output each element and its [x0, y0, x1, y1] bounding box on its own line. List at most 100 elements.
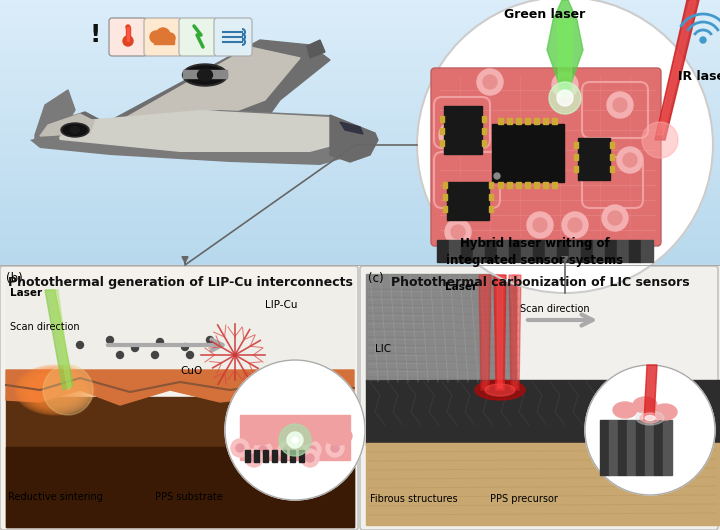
Bar — [366, 274, 516, 382]
Bar — [290, 450, 295, 462]
Bar — [449, 240, 461, 262]
Bar — [507, 182, 512, 188]
Circle shape — [245, 449, 263, 467]
Ellipse shape — [33, 377, 77, 403]
Text: Fibrous structures: Fibrous structures — [370, 494, 458, 504]
Circle shape — [231, 439, 249, 457]
Text: Laser: Laser — [10, 288, 42, 298]
Bar — [263, 450, 268, 462]
Bar — [545, 240, 557, 262]
Circle shape — [483, 75, 497, 89]
Bar — [489, 182, 493, 188]
Bar — [240, 415, 350, 460]
Ellipse shape — [15, 365, 95, 415]
Ellipse shape — [22, 370, 88, 410]
Ellipse shape — [475, 380, 525, 400]
Polygon shape — [509, 275, 521, 390]
Circle shape — [279, 424, 311, 456]
Bar — [366, 380, 720, 445]
Text: Scan direction: Scan direction — [10, 322, 80, 332]
Bar — [557, 240, 569, 262]
Ellipse shape — [19, 368, 91, 412]
Bar — [281, 450, 286, 462]
Circle shape — [150, 31, 162, 43]
Polygon shape — [657, 0, 696, 135]
FancyBboxPatch shape — [144, 18, 182, 56]
Polygon shape — [557, 20, 573, 95]
Circle shape — [607, 92, 633, 118]
Bar — [629, 240, 641, 262]
Bar — [610, 142, 614, 148]
Bar — [641, 240, 653, 262]
Bar — [245, 450, 250, 462]
Circle shape — [287, 432, 303, 448]
Circle shape — [151, 351, 158, 358]
Polygon shape — [479, 275, 491, 390]
Bar — [492, 124, 564, 182]
Polygon shape — [340, 122, 363, 134]
Polygon shape — [512, 275, 518, 388]
Circle shape — [76, 341, 84, 349]
Polygon shape — [494, 275, 506, 390]
Bar — [154, 36, 174, 44]
Circle shape — [181, 343, 189, 350]
Bar — [543, 182, 548, 188]
Polygon shape — [50, 110, 355, 152]
Bar — [6, 397, 354, 527]
Circle shape — [549, 82, 581, 114]
Circle shape — [292, 437, 298, 443]
Bar — [507, 118, 512, 124]
Ellipse shape — [185, 66, 225, 84]
Polygon shape — [644, 365, 657, 420]
Circle shape — [278, 441, 296, 459]
Ellipse shape — [282, 421, 318, 445]
Bar — [552, 118, 557, 124]
Bar — [521, 240, 533, 262]
Circle shape — [107, 337, 114, 343]
Circle shape — [132, 344, 138, 351]
Bar — [498, 118, 503, 124]
Bar — [443, 194, 447, 200]
Bar — [498, 182, 503, 188]
Text: Photothermal carbonization of LIC sensors: Photothermal carbonization of LIC sensor… — [391, 276, 689, 289]
Circle shape — [642, 122, 678, 158]
Bar — [636, 420, 645, 475]
Circle shape — [608, 211, 622, 225]
Bar — [509, 240, 521, 262]
Text: PPS precursor: PPS precursor — [490, 494, 558, 504]
FancyBboxPatch shape — [179, 18, 217, 56]
Text: (c): (c) — [368, 272, 384, 285]
Circle shape — [494, 173, 500, 179]
Polygon shape — [655, 0, 699, 140]
Circle shape — [306, 454, 314, 462]
Bar — [581, 240, 593, 262]
Bar — [534, 118, 539, 124]
Bar — [440, 116, 444, 122]
Circle shape — [283, 446, 291, 454]
Polygon shape — [6, 370, 354, 405]
Circle shape — [331, 444, 339, 452]
FancyBboxPatch shape — [109, 18, 147, 56]
Ellipse shape — [640, 413, 660, 423]
Bar — [516, 118, 521, 124]
Ellipse shape — [63, 125, 87, 136]
Bar — [574, 154, 578, 160]
Polygon shape — [547, 0, 583, 100]
Polygon shape — [40, 114, 94, 136]
Circle shape — [225, 360, 365, 500]
Bar — [609, 420, 618, 475]
Ellipse shape — [24, 371, 86, 409]
FancyBboxPatch shape — [360, 266, 718, 530]
Circle shape — [207, 337, 214, 343]
Bar — [497, 240, 509, 262]
Bar — [617, 240, 629, 262]
Ellipse shape — [324, 427, 352, 445]
Circle shape — [558, 78, 572, 92]
Circle shape — [254, 441, 272, 459]
Ellipse shape — [633, 397, 657, 413]
Circle shape — [236, 444, 244, 452]
Bar — [447, 182, 489, 220]
Bar — [482, 116, 486, 122]
Bar — [461, 240, 473, 262]
Bar — [525, 118, 530, 124]
